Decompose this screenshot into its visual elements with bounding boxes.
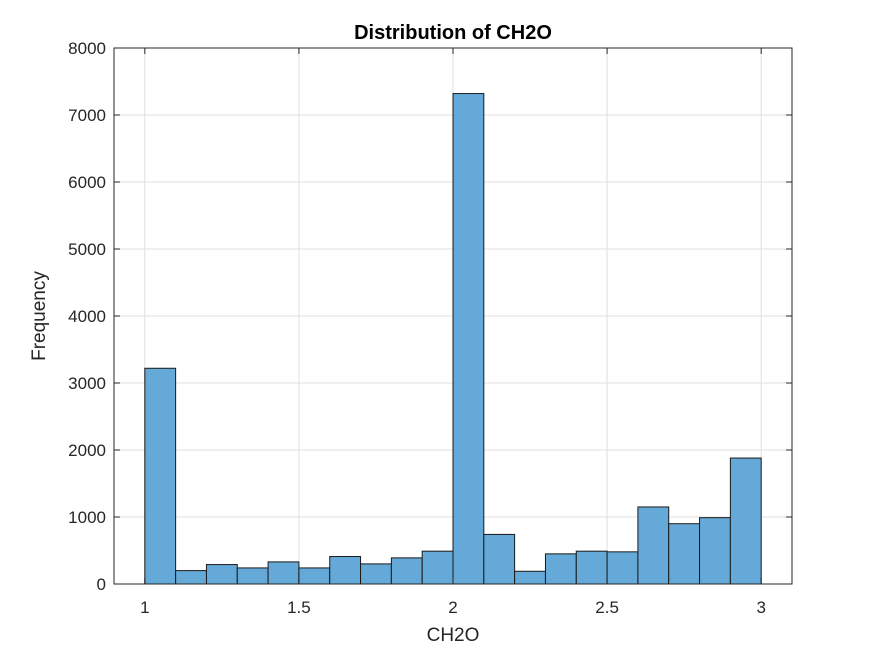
chart-title: Distribution of CH2O <box>354 22 552 44</box>
histogram-bar <box>575 550 608 585</box>
y-tick-label: 1000 <box>68 508 106 527</box>
histogram-bar <box>544 553 577 585</box>
histogram-bar <box>483 533 516 585</box>
y-tick-label: 3000 <box>68 374 106 393</box>
histogram-bar <box>298 567 331 585</box>
histogram-bar <box>699 517 731 585</box>
histogram-bar <box>267 561 300 585</box>
x-tick-label: 1.5 <box>287 598 311 617</box>
y-tick-label: 4000 <box>68 307 106 326</box>
x-tick-label: 2.5 <box>595 598 619 617</box>
histogram-bar <box>606 551 639 585</box>
y-tick-labels: 0 1000 2000 3000 4000 5000 6000 7000 8000 <box>68 39 106 594</box>
x-tick-label: 2 <box>448 598 457 617</box>
y-tick-label: 7000 <box>68 106 106 125</box>
x-tick-labels: 1 1.5 2 2.5 3 <box>140 598 766 617</box>
x-axis-title: CH2O <box>427 625 480 646</box>
histogram-bar <box>175 570 207 585</box>
histogram-bar <box>144 367 177 585</box>
histogram-bar <box>668 523 701 585</box>
histogram-bar <box>452 93 485 585</box>
y-axis-title: Frequency <box>29 271 50 361</box>
histogram-bar <box>205 564 238 585</box>
histogram-bar <box>390 557 423 585</box>
histogram-bar <box>637 506 670 585</box>
histogram-bar <box>329 556 362 585</box>
y-tick-label: 0 <box>97 575 106 594</box>
y-tick-label: 5000 <box>68 240 106 259</box>
histogram-bar <box>236 567 269 585</box>
histogram-bar <box>360 563 392 585</box>
x-tick-label: 1 <box>140 598 149 617</box>
axis-ticks <box>114 47 792 585</box>
histogram-bar <box>421 550 454 585</box>
histogram-bar <box>729 457 762 585</box>
x-tick-label: 3 <box>756 598 765 617</box>
y-tick-label: 8000 <box>68 39 106 58</box>
y-tick-label: 2000 <box>68 441 106 460</box>
histogram-bars <box>144 93 762 585</box>
histogram-bar <box>514 570 546 585</box>
y-tick-label: 6000 <box>68 173 106 192</box>
